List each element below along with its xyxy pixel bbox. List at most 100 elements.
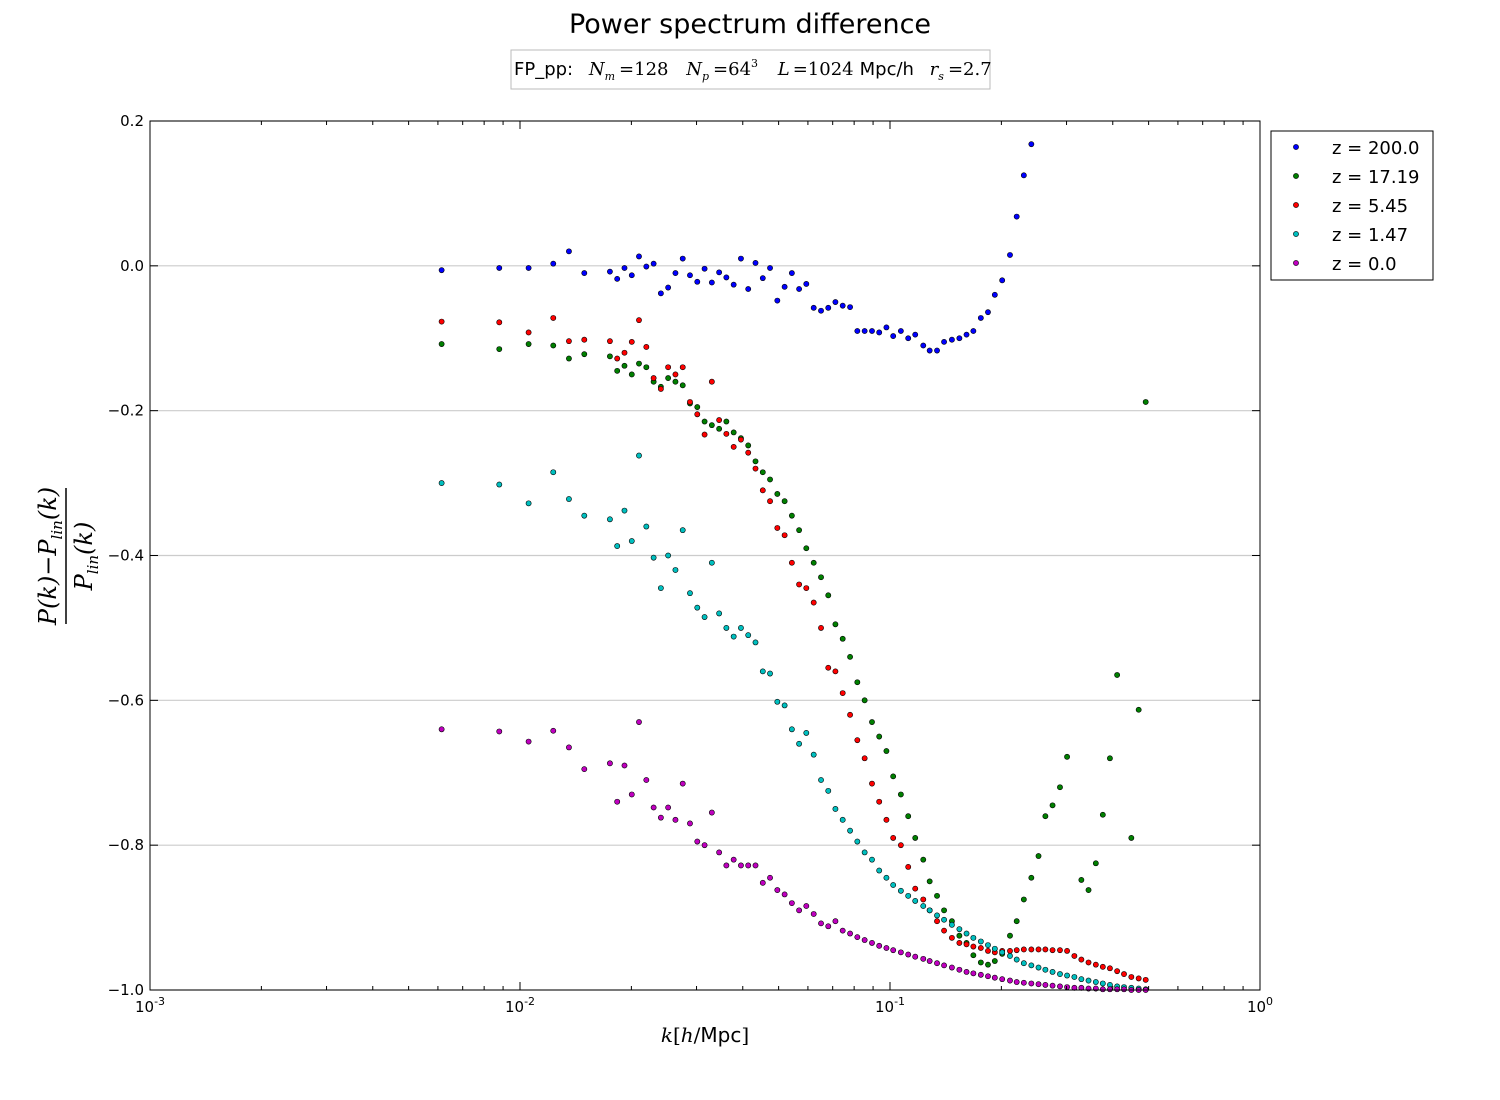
data-point xyxy=(920,342,927,349)
data-point xyxy=(767,874,773,881)
data-point xyxy=(810,559,817,566)
data-point xyxy=(854,737,861,744)
data-point xyxy=(781,891,788,898)
x-tick-label: 100 xyxy=(1247,995,1273,1016)
data-point xyxy=(977,945,984,951)
data-point xyxy=(803,903,810,909)
data-point xyxy=(566,355,572,362)
data-point xyxy=(1013,947,1020,954)
data-point xyxy=(832,668,839,675)
data-point xyxy=(496,481,503,488)
data-point xyxy=(796,527,803,534)
data-point xyxy=(687,820,693,827)
data-point xyxy=(883,874,890,881)
data-point xyxy=(708,378,715,385)
data-point xyxy=(730,856,737,863)
data-point xyxy=(869,780,875,787)
data-point xyxy=(926,907,933,914)
series-layer xyxy=(438,141,1149,993)
data-point xyxy=(607,338,613,345)
data-point xyxy=(672,270,679,276)
legend-marker xyxy=(1293,173,1299,179)
data-point xyxy=(694,404,701,410)
x-tick-label: 10-1 xyxy=(875,995,905,1016)
data-point xyxy=(825,664,832,671)
data-point xyxy=(752,458,759,465)
data-point xyxy=(665,364,672,371)
data-point xyxy=(738,436,744,443)
data-point xyxy=(1013,918,1020,925)
data-point xyxy=(1042,966,1049,973)
data-point xyxy=(643,777,650,783)
legend-label: z = 5.45 xyxy=(1332,196,1408,217)
data-point xyxy=(1057,784,1063,791)
data-point xyxy=(1007,932,1013,939)
data-point xyxy=(694,411,701,418)
data-point xyxy=(708,279,715,286)
data-point xyxy=(869,856,875,863)
data-point xyxy=(890,773,897,780)
data-point xyxy=(672,378,679,385)
data-point xyxy=(926,347,933,354)
data-point xyxy=(752,862,759,869)
data-point xyxy=(1135,975,1142,982)
data-point xyxy=(438,341,445,347)
data-point xyxy=(970,952,977,959)
data-point xyxy=(745,286,752,292)
data-point xyxy=(730,429,737,436)
data-point xyxy=(701,614,708,620)
data-point xyxy=(550,315,557,321)
data-point xyxy=(876,942,883,949)
data-point xyxy=(985,973,991,980)
data-point xyxy=(1064,947,1070,954)
legend-label: z = 200.0 xyxy=(1332,138,1420,159)
data-point xyxy=(1049,968,1056,975)
data-point xyxy=(621,507,628,514)
data-point xyxy=(832,806,839,812)
data-point xyxy=(883,945,890,951)
data-point xyxy=(723,862,730,869)
data-point xyxy=(643,364,650,371)
data-point xyxy=(897,949,904,956)
data-point xyxy=(1013,213,1020,220)
y-tick-label: −0.2 xyxy=(108,402,144,420)
data-point xyxy=(607,760,613,767)
x-tick-label: 10-3 xyxy=(135,995,165,1016)
data-point xyxy=(818,920,824,927)
data-point xyxy=(643,344,650,350)
data-point xyxy=(854,934,861,941)
data-point xyxy=(687,399,693,405)
data-point xyxy=(679,255,686,262)
data-point xyxy=(1013,979,1020,985)
data-point xyxy=(963,941,970,948)
data-point xyxy=(970,970,977,977)
x-axis-label: k[h/Mpc] xyxy=(661,1023,749,1047)
data-point xyxy=(825,592,832,599)
data-point xyxy=(985,942,991,949)
legend: z = 200.0 z = 17.19 z = 5.45 z = 1.47 z = 0.… xyxy=(1270,130,1434,281)
data-point xyxy=(745,442,752,449)
series-4 xyxy=(438,719,1149,993)
data-point xyxy=(991,291,998,298)
data-point xyxy=(723,418,730,425)
data-point xyxy=(1057,971,1063,977)
data-point xyxy=(650,260,657,267)
data-point xyxy=(1049,982,1056,989)
data-point xyxy=(496,265,503,271)
data-point xyxy=(1013,956,1020,963)
data-point xyxy=(876,329,883,336)
data-point xyxy=(621,762,628,769)
legend-marker xyxy=(1293,231,1299,237)
data-point xyxy=(716,417,723,423)
info-box: FP_pp: Nm =128 Np =643 L =1024 Mpc/h rs =2.7 xyxy=(510,49,992,90)
y-tick-label: −0.4 xyxy=(108,547,144,565)
data-point xyxy=(1057,983,1063,990)
x-tick-labels: 10-3 10-2 10-1 100 xyxy=(135,995,1273,1016)
data-point xyxy=(1085,977,1092,984)
data-point xyxy=(665,284,672,291)
data-point xyxy=(1007,947,1013,954)
data-point xyxy=(941,338,947,345)
data-point xyxy=(905,892,912,899)
data-point xyxy=(949,336,955,343)
data-point xyxy=(1020,960,1027,967)
